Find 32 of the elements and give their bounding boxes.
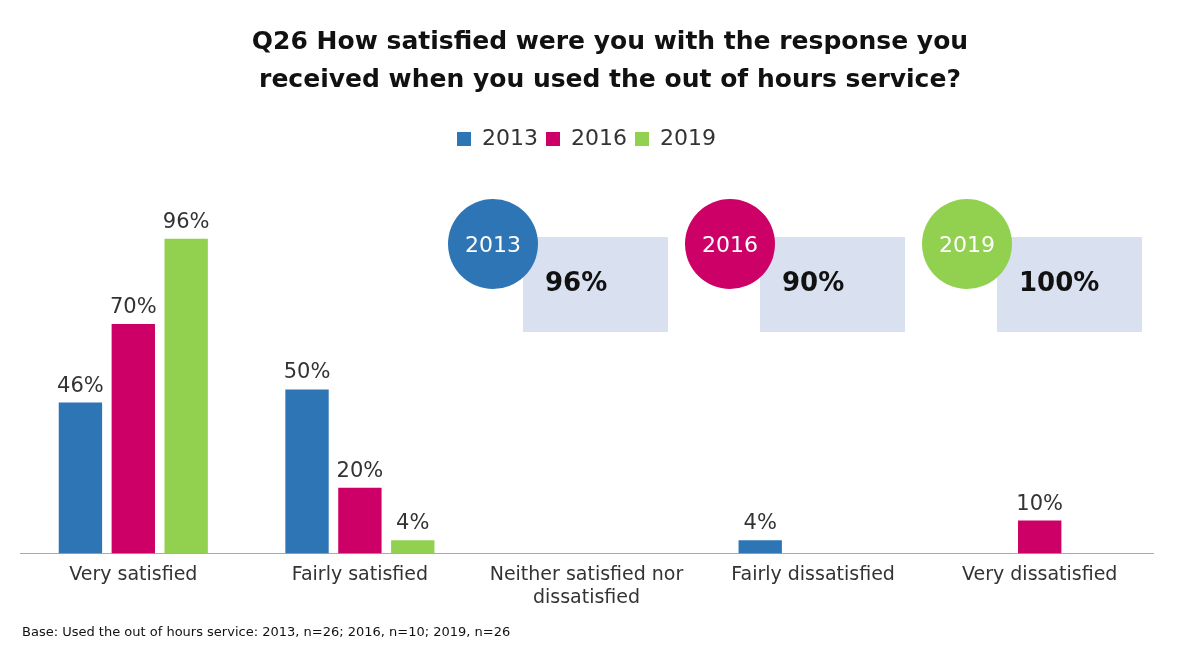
data-label: 4%: [396, 510, 430, 535]
annotation: 2013: [465, 231, 521, 257]
annotation: 2019: [939, 231, 995, 257]
data-label: 10%: [1016, 490, 1064, 515]
x-tick-label: Neither satisfied nor dissatisfied: [489, 561, 684, 607]
annotation: 96%: [545, 267, 608, 297]
bar: [111, 323, 155, 554]
bar: [164, 238, 208, 554]
x-tick-label: Fairly dissatisfied: [731, 561, 895, 584]
data-label: 50%: [283, 359, 331, 384]
bar: [58, 402, 103, 554]
bar: [338, 487, 382, 554]
annotation: 100%: [1019, 267, 1100, 297]
annotation: 2016: [702, 231, 758, 257]
bar: [1018, 520, 1062, 554]
data-label: 4%: [743, 510, 777, 535]
legend-label: 2016: [571, 124, 628, 150]
data-label: 20%: [336, 457, 384, 482]
legend-label: 2013: [482, 124, 539, 150]
text: Base: Used the out of hours service: 2013, n=26; 2016, n=10; 2019, n=26: [22, 624, 511, 639]
x-tick-label: Very dissatisfied: [961, 561, 1118, 584]
chart-title: Q26 How satisfied were you with the response you received when you used the out of hours service?: [250, 25, 970, 95]
bar: [285, 389, 329, 554]
data-label: 70%: [109, 293, 157, 318]
bar: [738, 540, 782, 554]
x-tick-label: Very satisfied: [69, 561, 198, 584]
data-label: 96%: [162, 208, 210, 233]
legend-label: 2019: [659, 124, 716, 150]
data-label: 46%: [57, 372, 104, 397]
annotation: 90%: [782, 267, 845, 297]
bar: [391, 540, 435, 554]
x-tick-label: Fairly satisfied: [291, 561, 429, 584]
